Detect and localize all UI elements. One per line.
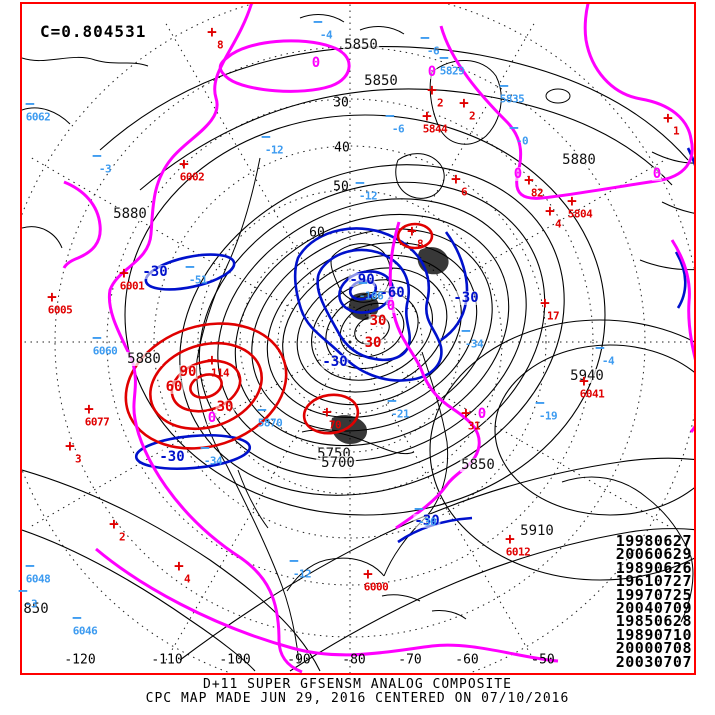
analog-date: 19890710 bbox=[615, 625, 692, 644]
analog-date: 19610727 bbox=[615, 572, 692, 591]
analog-date: 19890626 bbox=[615, 558, 692, 577]
caption-line2: CPC MAP MADE JUN 29, 2016 CENTERED ON 07… bbox=[145, 691, 570, 706]
analog-date: 20040709 bbox=[615, 599, 692, 618]
positive-anomaly-contours bbox=[124, 222, 434, 450]
map-frame bbox=[20, 2, 696, 675]
coastlines bbox=[22, 14, 694, 663]
analog-date: 20000708 bbox=[615, 639, 692, 658]
zero-anomaly-contours bbox=[62, 4, 694, 673]
correlation-value: C=0.804531 bbox=[40, 22, 147, 41]
analog-date: 20060629 bbox=[615, 545, 692, 564]
analog-date: 19850628 bbox=[615, 612, 692, 631]
caption-line1: D+11 SUPER GFSENSM ANALOG COMPOSITE bbox=[203, 677, 512, 692]
analog-date: 19980627 bbox=[615, 532, 692, 550]
analog-date-list: 19980627 20060629 19890626 19610727 19970725… bbox=[615, 532, 692, 671]
analog-date: 19970725 bbox=[615, 585, 692, 604]
analog-date: 20030707 bbox=[615, 652, 692, 671]
